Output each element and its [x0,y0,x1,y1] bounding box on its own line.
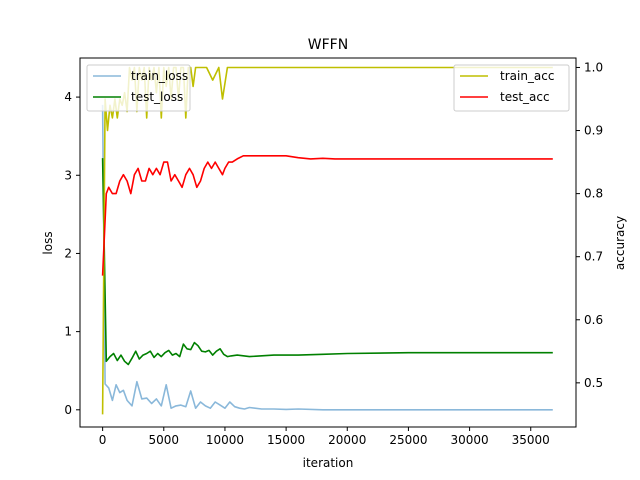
legend-label-test-loss: test_loss [131,90,183,104]
axes-frame [79,57,577,428]
x-tick-label-20000: 20000 [328,433,366,447]
x-tick-label-5000: 5000 [149,433,180,447]
x-tick-label-25000: 25000 [389,433,427,447]
x-tick-label-0: 0 [99,433,107,447]
legend-right: train_acc test_acc [453,64,570,112]
plot-area [101,66,553,415]
y-left-tick-label-4: 4 [64,90,72,104]
y-right-tick-label-0-6: 0.6 [584,313,603,327]
chart-title: WFFN [308,37,348,53]
series-line-train-acc [101,66,553,415]
x-tick-label-30000: 30000 [450,433,488,447]
series-line-test-acc [101,155,553,276]
y-right-tick-label-0-9: 0.9 [584,124,603,138]
legend-label-train-acc: train_acc [500,69,554,83]
x-axis-label: iteration [303,456,354,470]
series-line-train-loss [101,104,553,411]
y-left-tick-label-3: 3 [64,168,72,182]
y-axis-right-label: accuracy [613,216,627,270]
x-tick-label-15000: 15000 [267,433,305,447]
legend-label-test-acc: test_acc [500,90,550,104]
y-right-tick-label-0-5: 0.5 [584,376,603,390]
x-tick-label-10000: 10000 [206,433,244,447]
y-axis-right: 0.5 0.6 0.7 0.8 0.9 1.0 [576,60,603,390]
legend-label-train-loss: train_loss [131,69,188,83]
y-right-tick-label-0-8: 0.8 [584,187,603,201]
y-left-tick-label-0: 0 [64,403,72,417]
x-axis: 0 5000 10000 15000 20000 25000 30000 35000 [99,427,550,447]
series-line-test-loss [101,158,553,366]
legend-left: train_loss test_loss [86,64,191,112]
y-left-tick-label-1: 1 [64,325,72,339]
y-left-tick-label-2: 2 [64,246,72,260]
y-right-tick-label-0-7: 0.7 [584,250,603,264]
y-axis-left-label: loss [41,231,55,254]
x-tick-label-35000: 35000 [512,433,550,447]
y-right-tick-label-1-0: 1.0 [584,60,603,74]
y-axis-left: 0 1 2 3 4 [64,90,80,417]
